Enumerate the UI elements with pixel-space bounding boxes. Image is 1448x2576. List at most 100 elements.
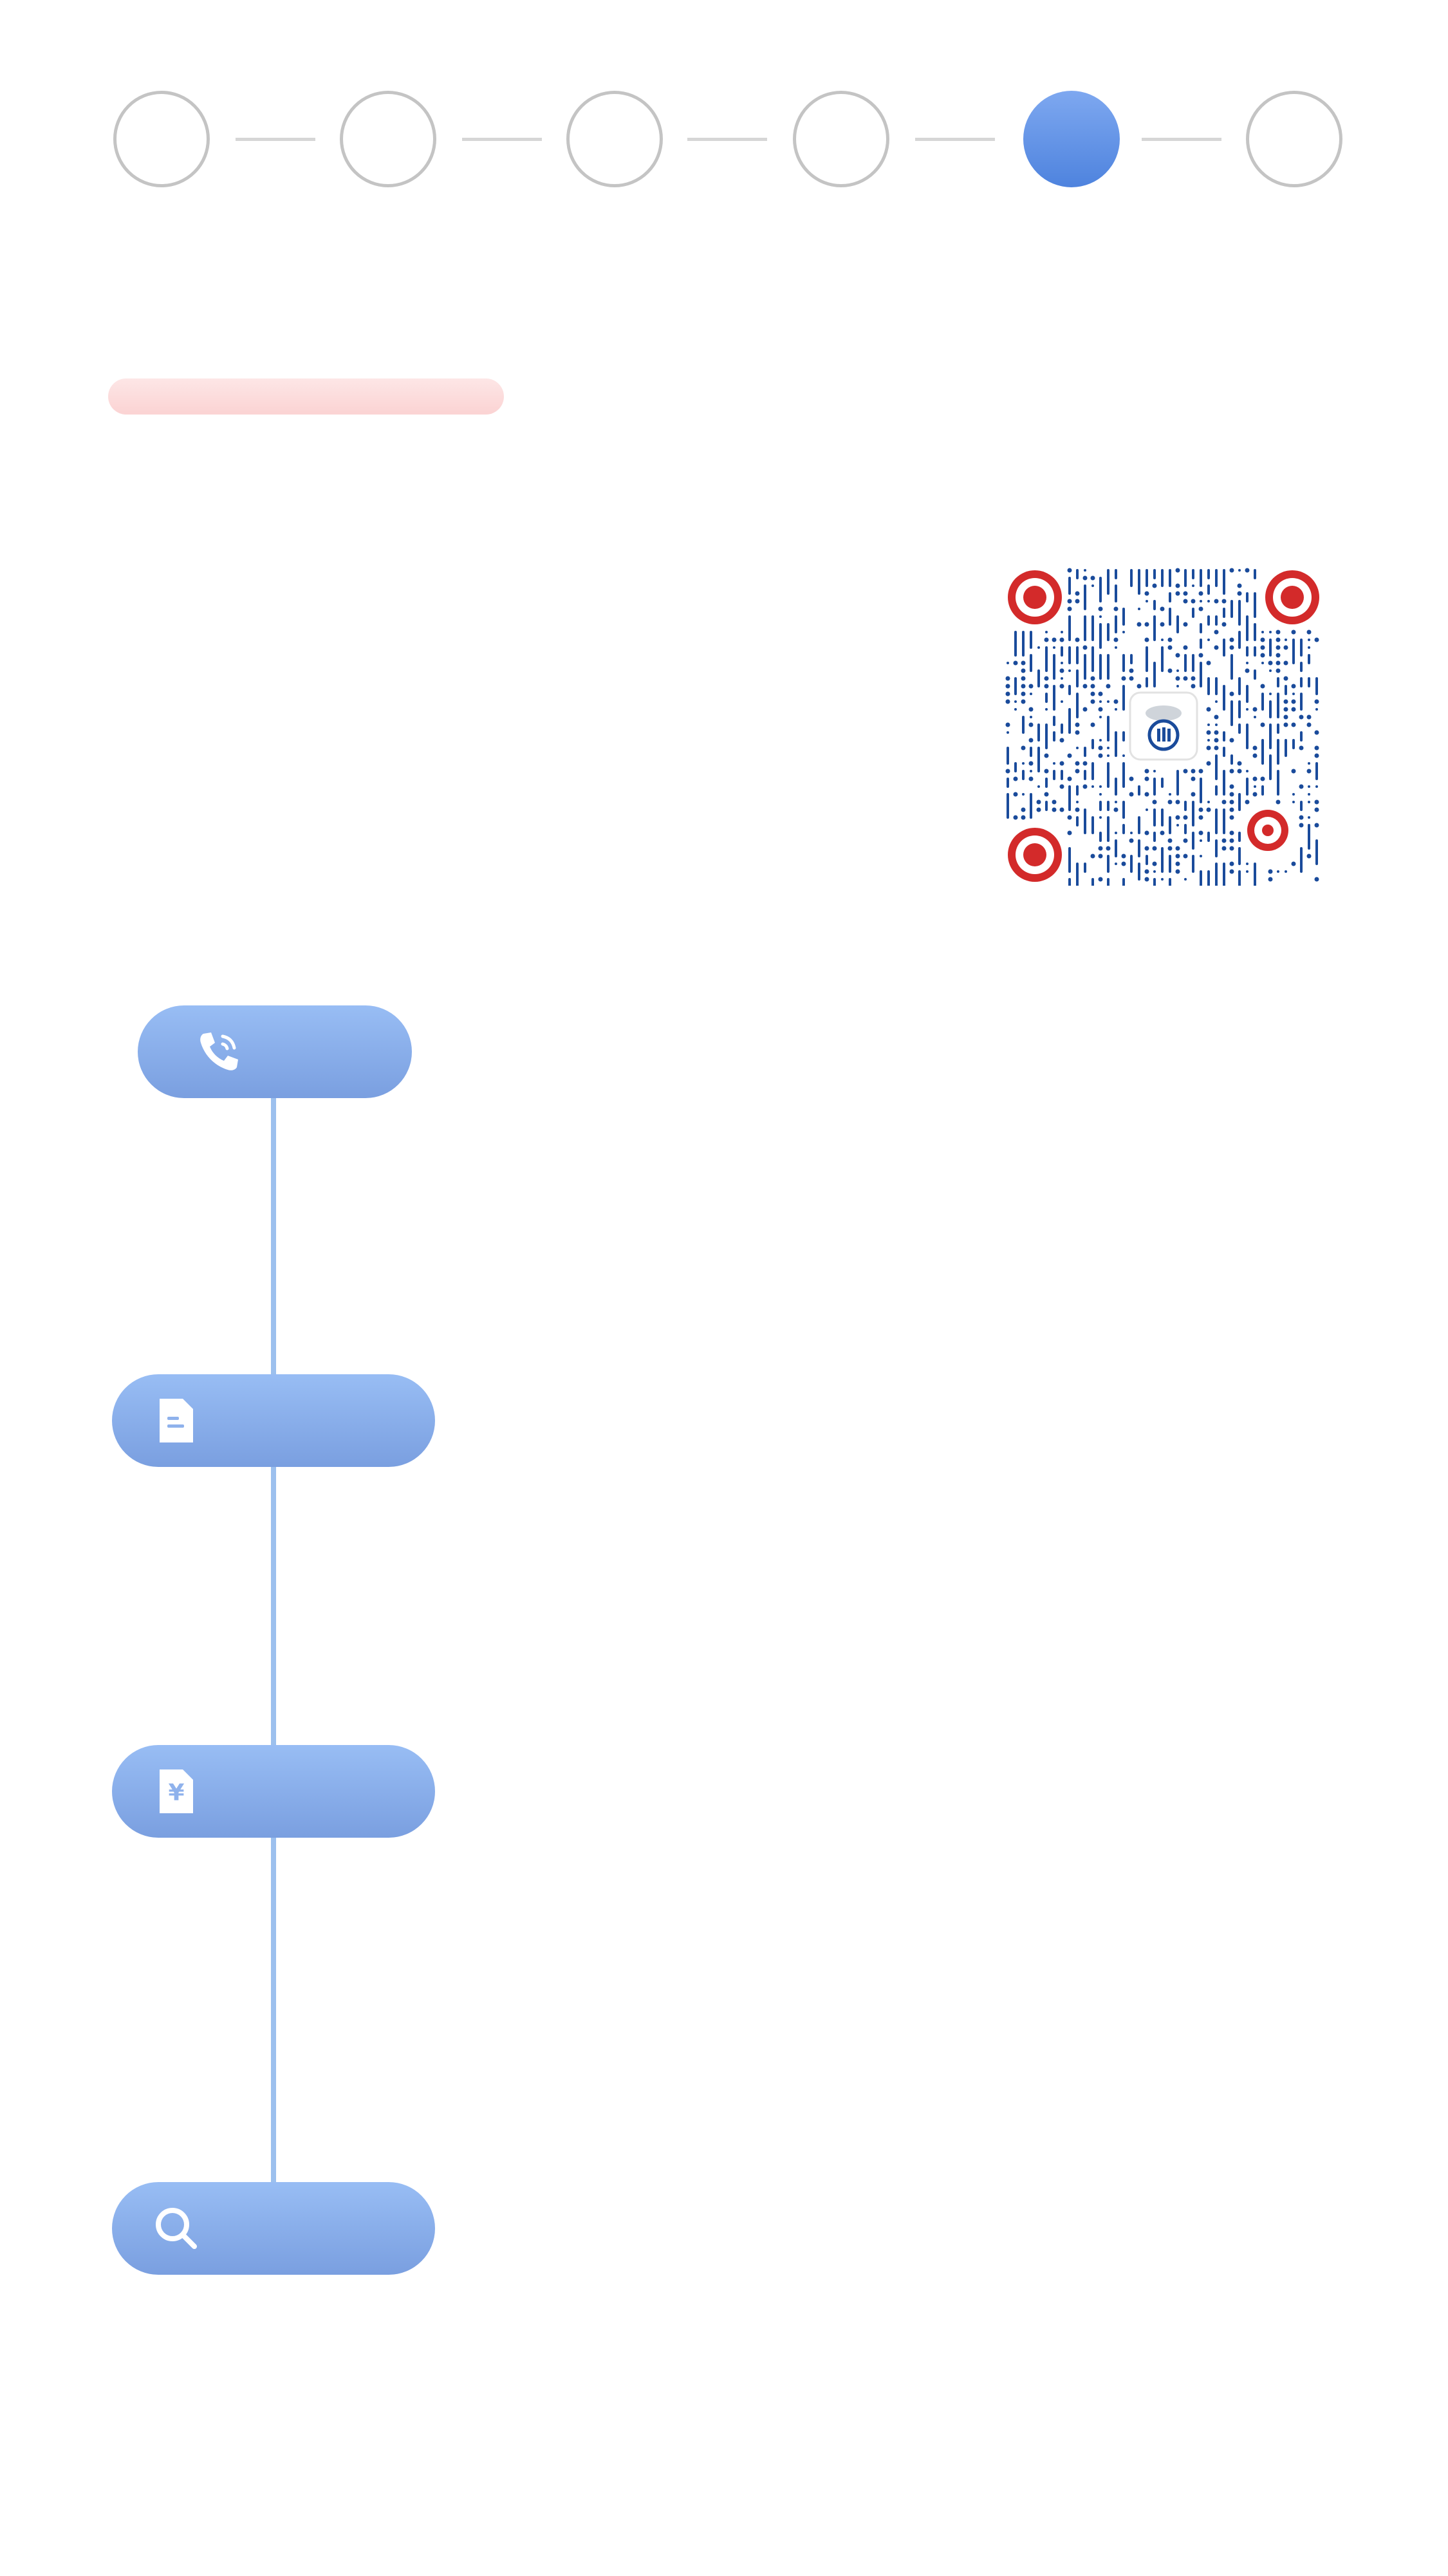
qr-module [1152, 861, 1157, 866]
qr-module [1144, 637, 1149, 642]
qr-module [1144, 877, 1149, 882]
qr-module [1283, 645, 1288, 650]
qr-module [1198, 606, 1203, 611]
qr-module [1221, 799, 1227, 805]
qr-module [1160, 830, 1165, 835]
qr-module [1098, 846, 1103, 851]
qr-module [1314, 753, 1319, 758]
qr-module [1005, 684, 1010, 689]
qr-module [1283, 722, 1288, 727]
qr-module [1129, 676, 1134, 681]
qr-module [1067, 568, 1072, 573]
qr-module [1028, 722, 1034, 727]
qr-center-logo-icon [1129, 691, 1198, 761]
timeline-item-phone[interactable] [138, 1005, 412, 1098]
qr-module [1198, 769, 1203, 774]
qr-module [1268, 869, 1273, 874]
step-4 [793, 91, 889, 187]
qr-module [1167, 668, 1173, 673]
qr-module [1252, 776, 1258, 781]
qr-module [1098, 753, 1103, 758]
qr-module [1237, 583, 1242, 588]
step-connector [915, 138, 995, 141]
qr-module [1067, 815, 1072, 820]
qr-module [1198, 591, 1203, 596]
qr-module [1090, 575, 1095, 581]
qr-module [1005, 769, 1010, 774]
qr-module [1082, 575, 1088, 581]
qr-module [1237, 591, 1242, 596]
qr-module [1291, 684, 1296, 689]
qr-module [1314, 637, 1319, 642]
qr-module [1044, 769, 1049, 774]
qr-module [1044, 637, 1049, 642]
qr-module [1175, 861, 1180, 866]
qr-module [1129, 792, 1134, 797]
qr-module [1090, 854, 1095, 859]
qr-module [1206, 730, 1211, 735]
qr-module [1268, 877, 1273, 882]
qr-module [1229, 645, 1234, 650]
qr-module [1082, 684, 1088, 689]
qr-module [1013, 792, 1018, 797]
qr-module [1175, 854, 1180, 859]
qr-module [1044, 676, 1049, 681]
qr-module [1299, 714, 1304, 720]
qr-module [1183, 838, 1188, 843]
qr-module [1183, 645, 1188, 650]
timeline-connector [271, 1098, 276, 2186]
qr-module [1291, 707, 1296, 712]
qr-module [1183, 676, 1188, 681]
qr-module [1252, 707, 1258, 712]
qr-module [1028, 738, 1034, 743]
qr-module [1260, 684, 1265, 689]
qr-module [1082, 645, 1088, 650]
qr-module [1276, 799, 1281, 805]
qr-module [1129, 838, 1134, 843]
qr-module [1191, 792, 1196, 797]
qr-module [1183, 591, 1188, 596]
qr-module [1067, 830, 1072, 835]
timeline-item-search[interactable] [112, 2182, 435, 2275]
qr-module [1214, 599, 1219, 604]
qr-module [1314, 807, 1319, 812]
qr-module [1059, 761, 1064, 766]
qr-module [1299, 745, 1304, 751]
qr-module [1113, 699, 1118, 704]
qr-module [1013, 660, 1018, 666]
qr-module [1129, 668, 1134, 673]
qr-module [1175, 676, 1180, 681]
qr-module [1260, 653, 1265, 658]
qr-module [1214, 745, 1219, 751]
qr-module [1214, 730, 1219, 735]
qr-module [1260, 637, 1265, 642]
qr-module [1229, 846, 1234, 851]
qr-module [1160, 622, 1165, 627]
qr-module [1183, 599, 1188, 604]
qr-module [1175, 869, 1180, 874]
qr-module [1175, 799, 1180, 805]
qr-module [1021, 691, 1026, 696]
qr-module [1082, 761, 1088, 766]
qr-module [1005, 699, 1010, 704]
timeline-item-payment[interactable]: ¥ [112, 1745, 435, 1838]
qr-module [1229, 637, 1234, 642]
qr-module [1144, 622, 1149, 627]
qr-module [1229, 769, 1234, 774]
qr-module [1299, 784, 1304, 789]
step-connector [236, 138, 315, 141]
qr-module [1229, 792, 1234, 797]
qr-module [1175, 591, 1180, 596]
qr-module [1291, 722, 1296, 727]
qr-module [1237, 769, 1242, 774]
qr-module [1175, 653, 1180, 658]
qr-module [1129, 776, 1134, 781]
timeline-item-document[interactable] [112, 1374, 435, 1467]
qr-module [1198, 653, 1203, 658]
qr-module [1229, 799, 1234, 805]
qr-module [1075, 761, 1080, 766]
qr-module [1276, 653, 1281, 658]
qr-module [1221, 846, 1227, 851]
qr-module [1260, 722, 1265, 727]
qr-module [1299, 815, 1304, 820]
